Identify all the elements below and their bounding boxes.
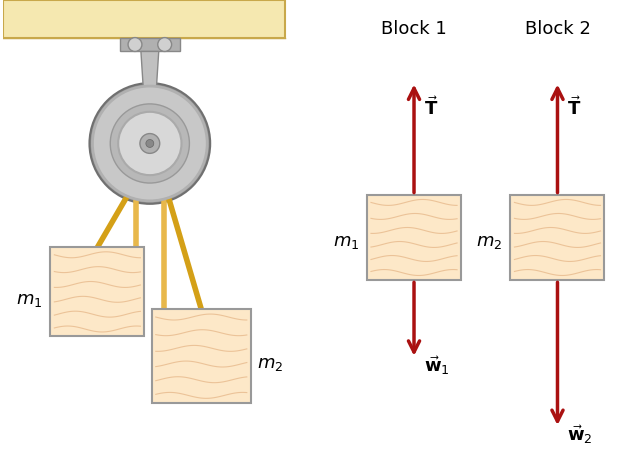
Bar	[120, 37, 179, 51]
Circle shape	[110, 104, 190, 183]
Bar	[50, 247, 145, 336]
Circle shape	[93, 86, 207, 201]
Text: $\vec{\mathbf{T}}$: $\vec{\mathbf{T}}$	[424, 97, 438, 120]
Text: Block 2: Block 2	[525, 20, 590, 38]
Circle shape	[158, 37, 172, 51]
Text: $m_2$: $m_2$	[257, 355, 283, 373]
Circle shape	[128, 37, 142, 51]
Circle shape	[89, 83, 210, 204]
Bar	[152, 309, 251, 403]
Text: $m_1$: $m_1$	[332, 234, 359, 251]
Text: $\vec{\mathbf{w}}_1$: $\vec{\mathbf{w}}_1$	[424, 354, 449, 377]
Polygon shape	[141, 51, 159, 98]
Circle shape	[140, 133, 159, 153]
Text: $\vec{\mathbf{w}}_2$: $\vec{\mathbf{w}}_2$	[567, 423, 593, 446]
Text: $m_1$: $m_1$	[16, 291, 42, 309]
Text: $\vec{\mathbf{T}}$: $\vec{\mathbf{T}}$	[567, 97, 582, 120]
Text: $m_2$: $m_2$	[476, 234, 503, 251]
Bar	[511, 195, 604, 280]
Text: Block 1: Block 1	[381, 20, 447, 38]
Circle shape	[118, 112, 181, 175]
Bar	[3, 0, 285, 37]
Bar	[367, 195, 461, 280]
Circle shape	[146, 139, 154, 147]
